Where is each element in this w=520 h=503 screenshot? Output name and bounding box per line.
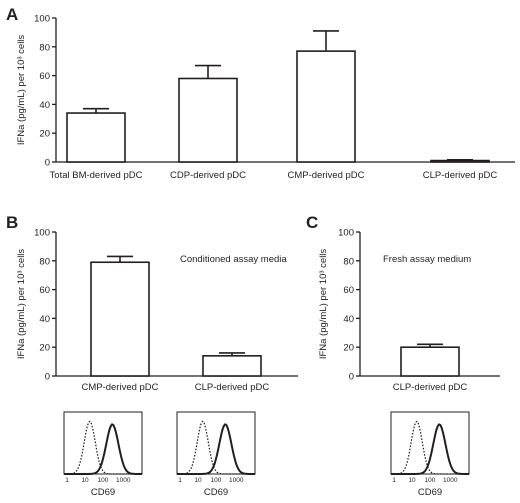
histogram-1-control-curve bbox=[64, 420, 142, 475]
panel-b-ytick-label: 100 bbox=[34, 228, 50, 239]
panel-c-ytick-label: 20 bbox=[343, 343, 354, 354]
panel-c-ytick-label: 100 bbox=[338, 228, 354, 239]
panel-a-bar bbox=[178, 77, 238, 163]
panel-b-bar bbox=[202, 355, 262, 377]
histogram-2-tick-label: 1 bbox=[178, 477, 182, 484]
panel-a-category-label: CLP-derived pDC bbox=[423, 170, 498, 181]
annotation-b: Conditioned assay media bbox=[180, 254, 287, 265]
panel-b-category-label: CLP-derived pDC bbox=[195, 382, 270, 393]
panel-a-ytick-label: 20 bbox=[39, 129, 50, 140]
panel-a-chart: 0 20 40 60 80 100 IFNa (pg/mL) per 10³ cells To… bbox=[16, 14, 515, 181]
panel-a-bar bbox=[430, 159, 490, 163]
panel-a-ytick-label: 60 bbox=[39, 71, 50, 82]
histogram-2-tick-label: 1000 bbox=[229, 477, 244, 484]
panel-b-ytick-label: 20 bbox=[39, 343, 50, 354]
panel-a-category-label: Total BM-derived pDC bbox=[50, 170, 143, 181]
panel-a-category-label: CMP-derived pDC bbox=[287, 170, 364, 181]
panel-label-a: A bbox=[6, 5, 18, 24]
panel-a-ytick-label: 100 bbox=[34, 14, 50, 25]
histogram-3-tick-label: 1000 bbox=[443, 477, 458, 484]
histogram-2-stained-curve bbox=[177, 423, 255, 475]
panel-c-category-label: CLP-derived pDC bbox=[393, 382, 468, 393]
histogram-3-frame bbox=[390, 411, 470, 475]
histogram-3-tick-label: 1 bbox=[392, 477, 396, 484]
histogram-3-control-curve bbox=[391, 420, 469, 475]
panel-b-ytick-label: 40 bbox=[39, 314, 50, 325]
panel-label-b: B bbox=[6, 213, 18, 232]
panel-c-ytick-label: 60 bbox=[343, 285, 354, 296]
panel-b-ytick-label: 0 bbox=[45, 372, 50, 383]
panel-a-ytick-label: 40 bbox=[39, 100, 50, 111]
histogram-1-tick-label: 1000 bbox=[116, 477, 131, 484]
histogram-2-tick-label: 100 bbox=[211, 477, 222, 484]
panel-a-y-axis-label: IFNa (pg/mL) per 10³ cells bbox=[16, 35, 27, 146]
panel-c-ytick-label: 40 bbox=[343, 314, 354, 325]
panel-c-ytick-label: 0 bbox=[349, 372, 354, 383]
histogram-3-x-label: CD69 bbox=[418, 487, 442, 498]
panel-b-chart: 0 20 40 60 80 100 IFNa (pg/mL) per 10³ cells CM… bbox=[16, 228, 298, 393]
panel-c-y-axis-label: IFNa (pg/mL) per 10³ cells bbox=[318, 249, 329, 360]
histogram-1-stained-curve bbox=[64, 423, 142, 475]
histogram-3-tick-label: 100 bbox=[425, 477, 436, 484]
panel-c-chart: 0 20 40 60 80 100 IFNa (pg/mL) per 10³ cells CL… bbox=[318, 228, 500, 393]
panel-b-y-axis-label: IFNa (pg/mL) per 10³ cells bbox=[16, 249, 27, 360]
panel-a-ytick-label: 0 bbox=[45, 158, 50, 169]
histogram-2-x-label: CD69 bbox=[204, 487, 228, 498]
panel-b-ytick-label: 80 bbox=[39, 256, 50, 267]
panel-c-ytick-label: 80 bbox=[343, 256, 354, 267]
histogram-3-tick-label: 10 bbox=[408, 477, 416, 484]
histogram-1-tick-label: 10 bbox=[81, 477, 89, 484]
panel-a-bar bbox=[296, 50, 356, 163]
panel-b-ytick-label: 60 bbox=[39, 285, 50, 296]
histogram-1-x-label: CD69 bbox=[91, 487, 115, 498]
histogram-1-tick-label: 1 bbox=[65, 477, 69, 484]
histogram-2-control-curve bbox=[177, 420, 255, 475]
panel-a-bar bbox=[66, 112, 126, 163]
histogram-2-tick-label: 10 bbox=[194, 477, 202, 484]
panel-a-category-label: CDP-derived pDC bbox=[170, 170, 246, 181]
histogram-1-tick-label: 100 bbox=[98, 477, 109, 484]
panel-label-c: C bbox=[306, 213, 318, 232]
histogram-3-stained-curve bbox=[391, 423, 469, 475]
panel-b-bar bbox=[90, 261, 150, 377]
panel-b-category-label: CMP-derived pDC bbox=[81, 382, 158, 393]
annotation-c: Fresh assay medium bbox=[383, 254, 471, 265]
histogram-2-frame bbox=[176, 411, 256, 475]
panel-a-ytick-label: 80 bbox=[39, 42, 50, 53]
panel-c-bar bbox=[400, 346, 460, 377]
histogram-1-frame bbox=[63, 411, 143, 475]
